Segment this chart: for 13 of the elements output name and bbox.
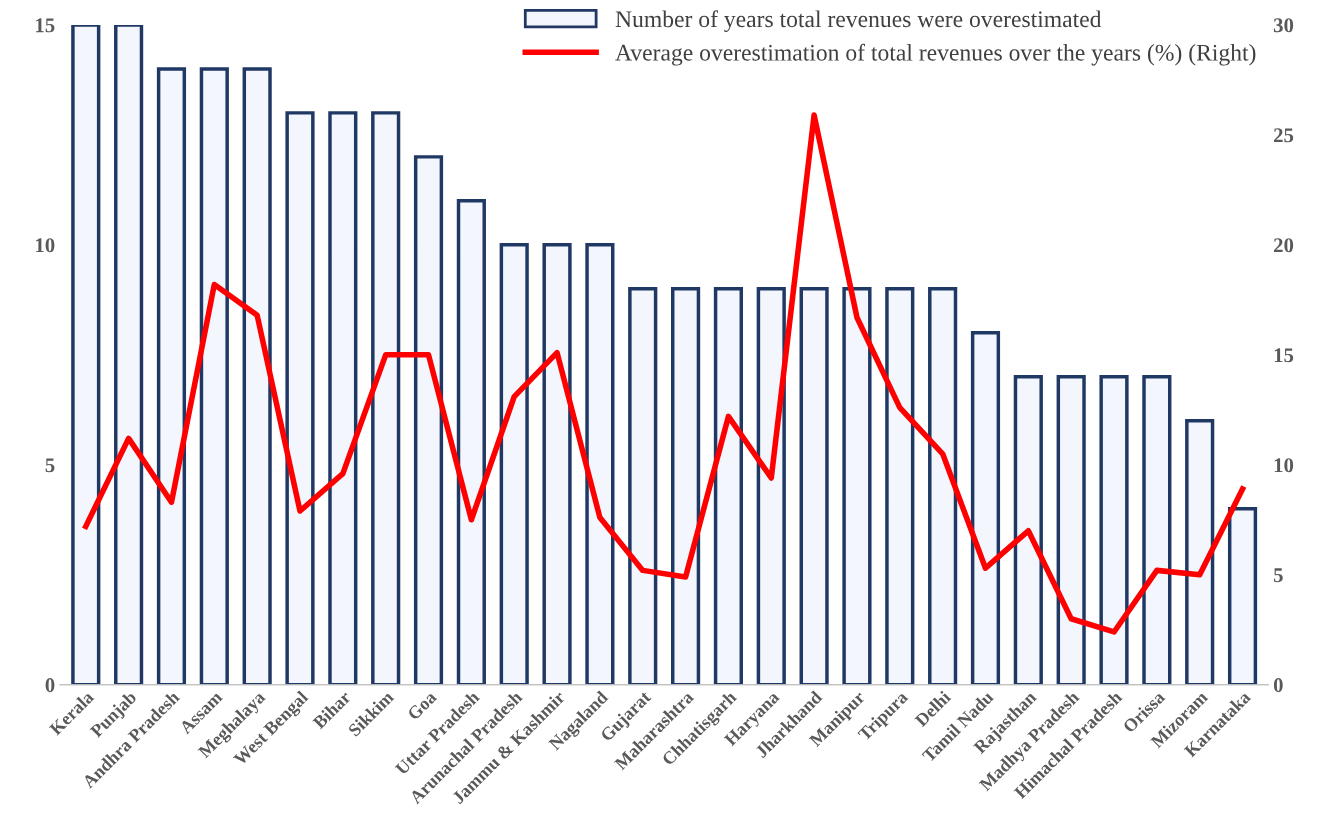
y-tick-label: 10 <box>36 238 55 253</box>
y2-tick-label: 15 <box>1274 348 1294 363</box>
y-tick-label: 0 <box>45 678 55 693</box>
y2-tick-label: 0 <box>1273 678 1283 693</box>
y2-tick-label: 30 <box>1273 18 1294 33</box>
y-tick-label: 5 <box>45 458 55 473</box>
legend-label: Average overestimation of total revenues over the years (%) (Right) <box>615 43 1256 66</box>
y2-tick-label: 25 <box>1273 128 1294 143</box>
y2-tick-label: 5 <box>1273 568 1283 583</box>
y2-tick-label: 20 <box>1273 238 1294 253</box>
y-tick-label: 15 <box>36 18 55 33</box>
legend-label: Number of years total revenues were overestimated <box>615 10 1102 33</box>
y2-tick-label: 10 <box>1274 458 1294 473</box>
